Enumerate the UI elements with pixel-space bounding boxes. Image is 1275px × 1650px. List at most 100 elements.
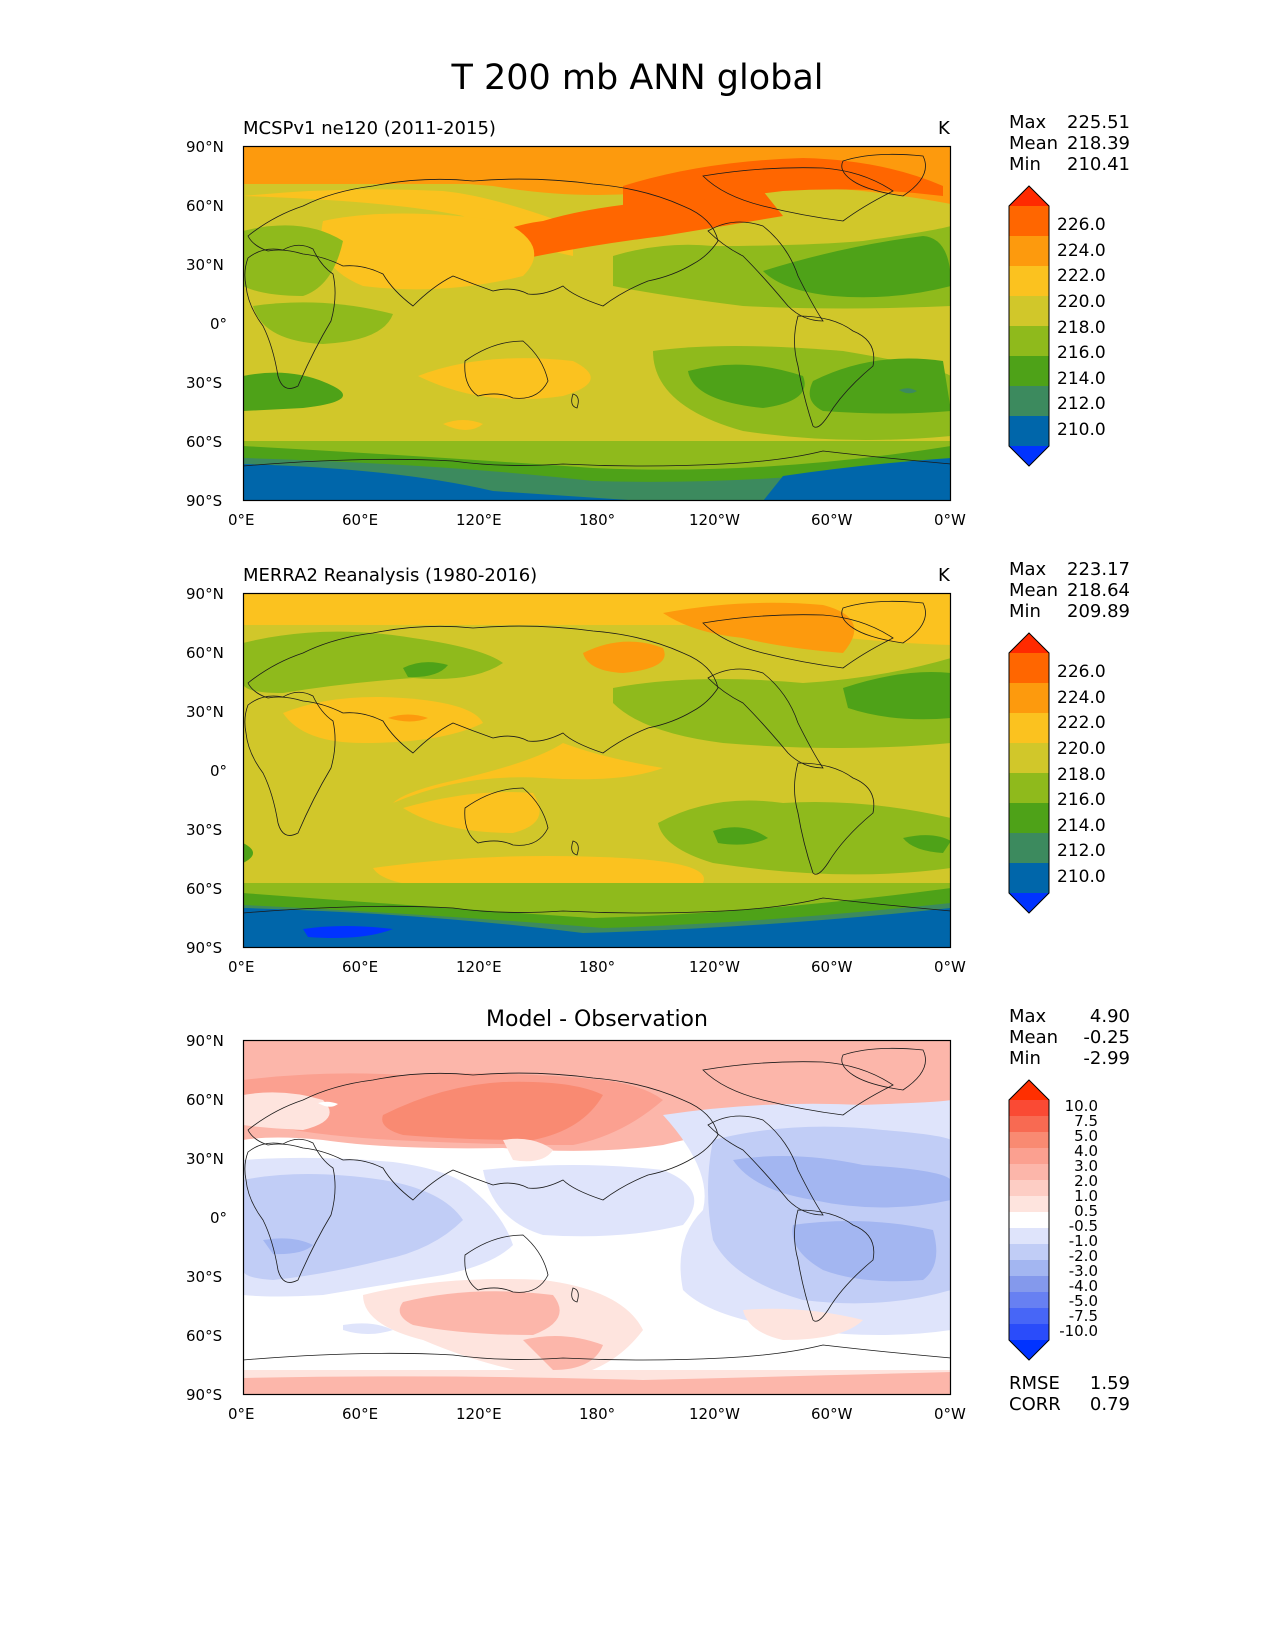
colorbar-segment xyxy=(1009,236,1049,267)
ytick-label: 30°N xyxy=(186,256,224,274)
band-fill xyxy=(243,1372,951,1395)
colorbar-label: 214.0 xyxy=(1057,816,1106,836)
xtick-label: 120°W xyxy=(689,1405,740,1423)
stat-mean-value: -0.25 xyxy=(1083,1027,1130,1048)
colorbar-label: 214.0 xyxy=(1057,369,1106,389)
band-fill xyxy=(318,1101,338,1107)
diff-panel-title: Model - Observation xyxy=(486,1007,708,1032)
model-colorbar xyxy=(1008,185,1050,467)
colorbar-outline xyxy=(1008,185,1050,467)
colorbar-label: 2.0 xyxy=(1074,1172,1098,1190)
band-fill xyxy=(743,1308,863,1340)
stat-max-value: 4.90 xyxy=(1089,1006,1130,1027)
band-fill xyxy=(763,236,951,298)
stat-mean-label: Mean xyxy=(1009,133,1059,154)
band-fill xyxy=(583,641,665,673)
colorbar-label: -3.0 xyxy=(1068,1262,1098,1280)
colorbar-segment xyxy=(1009,713,1049,744)
band-fill xyxy=(763,458,951,501)
ytick-label: 60°N xyxy=(186,644,224,662)
obs-panel-units: K xyxy=(938,565,950,586)
colorbar-label: 218.0 xyxy=(1057,318,1106,338)
colorbar-label: 4.0 xyxy=(1074,1142,1098,1160)
ytick-label: 0° xyxy=(210,762,228,780)
colorbar-segment xyxy=(1009,1308,1049,1325)
band-fill xyxy=(303,926,393,938)
colorbar-segment xyxy=(1009,1164,1049,1181)
colorbar-segment xyxy=(1009,206,1049,237)
colorbar-segment xyxy=(1009,1292,1049,1309)
band-fill xyxy=(263,1238,313,1255)
band-fill xyxy=(733,1156,951,1208)
colorbar-label: 222.0 xyxy=(1057,713,1106,733)
colorbar-label: 220.0 xyxy=(1057,739,1106,759)
colorbar-label: 226.0 xyxy=(1057,662,1106,682)
colorbar-segment xyxy=(1009,1244,1049,1261)
colorbar-segment xyxy=(1009,773,1049,804)
colorbar-label: 220.0 xyxy=(1057,292,1106,312)
band-fill xyxy=(658,800,951,875)
band-fill xyxy=(388,714,428,722)
stat-min-label: Min xyxy=(1009,601,1041,622)
band-fill xyxy=(243,464,643,501)
colorbar-segment xyxy=(1009,1260,1049,1277)
colorbar-label: 226.0 xyxy=(1057,215,1106,235)
band-fill xyxy=(243,225,343,296)
stat-min-label: Min xyxy=(1009,1048,1041,1069)
colorbar-extend-top xyxy=(1009,186,1049,206)
colorbar-segment xyxy=(1009,356,1049,387)
band-fill xyxy=(903,835,951,853)
colorbar-segment xyxy=(1009,1212,1049,1229)
band-fill xyxy=(393,743,663,803)
colorbar-extend-bottom xyxy=(1009,893,1049,913)
ytick-label: 90°S xyxy=(186,939,223,957)
ytick-label: 90°N xyxy=(186,138,224,156)
ytick-label: 30°S xyxy=(186,821,223,839)
stat-max-label: Max xyxy=(1009,1006,1047,1027)
band-fill xyxy=(321,213,535,290)
stat-max-value: 223.17 xyxy=(1067,559,1130,580)
band-fill xyxy=(243,1092,330,1130)
colorbar-extend-top xyxy=(1009,633,1049,653)
stat-max-label: Max xyxy=(1009,559,1047,580)
colorbar-label: 0.5 xyxy=(1074,1202,1098,1220)
colorbar-label: 212.0 xyxy=(1057,394,1106,414)
colorbar-label: -7.5 xyxy=(1068,1307,1098,1325)
band-fill xyxy=(243,908,951,948)
colorbar-segment xyxy=(1009,416,1049,447)
band-fill xyxy=(613,658,951,748)
ytick-label: 90°S xyxy=(186,1386,223,1404)
colorbar-label: 218.0 xyxy=(1057,765,1106,785)
band-fill xyxy=(243,843,253,863)
ytick-label: 60°S xyxy=(186,880,223,898)
colorbar-label: -4.0 xyxy=(1068,1277,1098,1295)
xtick-label: 180° xyxy=(579,511,616,529)
ytick-label: 0° xyxy=(210,315,228,333)
colorbar-label: -10.0 xyxy=(1059,1322,1098,1340)
colorbar-segment xyxy=(1009,266,1049,297)
band-fill xyxy=(243,1174,463,1280)
model-panel-title: MCSPv1 ne120 (2011-2015) xyxy=(243,118,496,139)
colorbar-segment xyxy=(1009,1180,1049,1197)
xtick-label: 60°E xyxy=(342,1405,379,1423)
stat-max-value: 225.51 xyxy=(1067,112,1130,133)
band-fill xyxy=(503,1138,553,1162)
band-fill xyxy=(343,1323,393,1334)
band-fill xyxy=(473,191,783,261)
xtick-label: 120°W xyxy=(689,511,740,529)
colorbar-segment xyxy=(1009,1116,1049,1133)
xtick-label: 0°E xyxy=(228,511,255,529)
xtick-label: 120°E xyxy=(456,958,502,976)
stat-mean-label: Mean xyxy=(1009,580,1059,601)
xtick-label: 120°E xyxy=(456,1405,502,1423)
stat-mean-value: 218.64 xyxy=(1067,580,1130,601)
xtick-label: 60°W xyxy=(811,1405,853,1423)
ytick-label: 0° xyxy=(210,1209,228,1227)
stat-max-label: Max xyxy=(1009,112,1047,133)
colorbar-segment xyxy=(1009,1228,1049,1245)
band-fill xyxy=(382,1081,603,1140)
obs-panel-title: MERRA2 Reanalysis (1980-2016) xyxy=(243,565,538,586)
colorbar-label: 1.0 xyxy=(1074,1187,1098,1205)
colorbar-outline xyxy=(1008,632,1050,914)
colorbar-segment xyxy=(1009,803,1049,834)
